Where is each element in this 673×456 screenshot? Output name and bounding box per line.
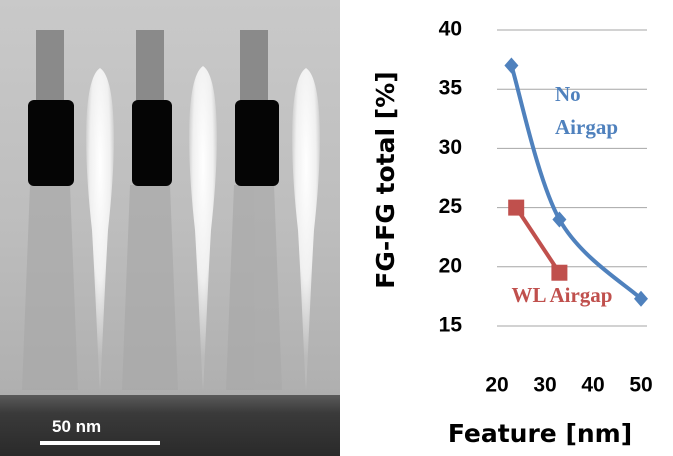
annotation: No (555, 82, 581, 106)
micrograph: 50 nm (0, 0, 340, 456)
x-tick-label: 40 (581, 374, 604, 397)
x-tick-label: 50 (629, 374, 652, 397)
y-tick-label: 20 (439, 254, 462, 277)
page: 50 nm 15 20 25 30 35 40 20 30 40 50 FG-FG total [%… (0, 0, 673, 456)
marker (508, 200, 524, 216)
series-line (516, 208, 559, 273)
x-axis-label: Feature [nm] (448, 419, 632, 448)
chart: 15 20 25 30 35 40 20 30 40 50 FG-FG total [%] Featu… (371, 18, 653, 448)
y-tick-label: 25 (439, 195, 463, 218)
y-tick-label: 35 (439, 77, 463, 100)
scale-bar-label: 50 nm (52, 417, 101, 436)
y-tick-label: 30 (439, 136, 462, 159)
y-tick-label: 15 (439, 314, 463, 337)
x-tick-label: 30 (533, 374, 556, 397)
marker (551, 265, 567, 281)
annotation: WL Airgap (512, 283, 613, 307)
y-axis-label: FG-FG total [%] (371, 71, 400, 288)
y-tick-label: 40 (439, 18, 462, 41)
x-tick-label: 20 (485, 374, 508, 397)
substrate (0, 395, 340, 456)
marker (504, 58, 518, 74)
gate-bodies (22, 185, 282, 390)
annotation: Airgap (555, 115, 618, 139)
gate-blocks (28, 100, 279, 186)
